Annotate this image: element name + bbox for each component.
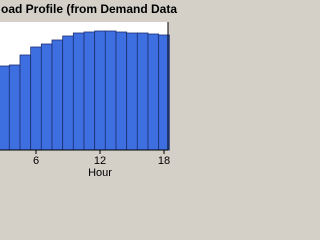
bar [30, 46, 42, 151]
page: oad Profile (from Demand Data 20 Hour 6 1… [0, 0, 180, 180]
bar [8, 64, 21, 151]
bar [136, 32, 149, 151]
bar [40, 43, 53, 151]
bar [83, 31, 96, 151]
x-tick-label: 12 [94, 155, 106, 167]
chart: oad Profile (from Demand Data 20 Hour 6 1… [0, 0, 180, 180]
bar [147, 33, 160, 151]
bar [19, 54, 32, 151]
chart-title: oad Profile (from Demand Data 20 [1, 2, 180, 16]
bar [94, 30, 106, 151]
x-tick-label: 18 [158, 155, 170, 167]
bar [115, 31, 128, 151]
bar [62, 35, 74, 151]
bar [51, 39, 64, 151]
x-tick-label: 6 [33, 155, 39, 167]
bar [126, 32, 138, 151]
bar [104, 30, 117, 151]
x-axis-label: Hour [88, 167, 112, 179]
bar [72, 32, 85, 151]
bar [0, 65, 10, 151]
